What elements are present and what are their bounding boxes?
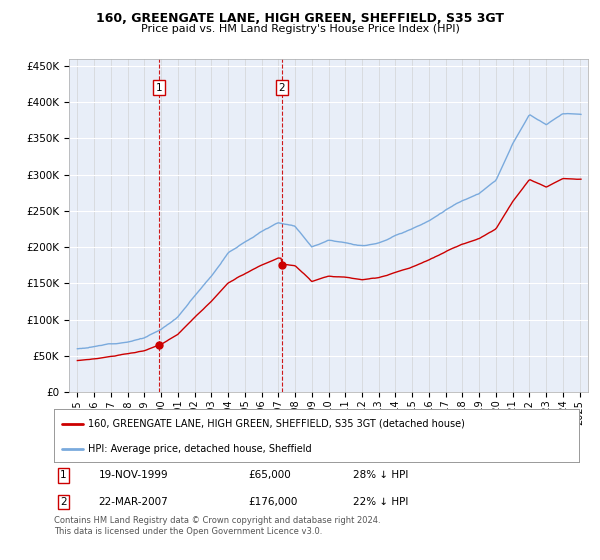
- Text: 22-MAR-2007: 22-MAR-2007: [98, 497, 169, 507]
- Text: Contains HM Land Registry data © Crown copyright and database right 2024.
This d: Contains HM Land Registry data © Crown c…: [54, 516, 380, 536]
- Point: [154, 340, 164, 349]
- Text: 19-NOV-1999: 19-NOV-1999: [98, 470, 168, 480]
- Text: 160, GREENGATE LANE, HIGH GREEN, SHEFFIELD, S35 3GT: 160, GREENGATE LANE, HIGH GREEN, SHEFFIE…: [96, 12, 504, 25]
- Text: 160, GREENGATE LANE, HIGH GREEN, SHEFFIELD, S35 3GT (detached house): 160, GREENGATE LANE, HIGH GREEN, SHEFFIE…: [88, 419, 465, 429]
- Text: Price paid vs. HM Land Registry's House Price Index (HPI): Price paid vs. HM Land Registry's House …: [140, 24, 460, 34]
- Text: 2: 2: [278, 83, 285, 93]
- Text: 1: 1: [60, 470, 67, 480]
- Point: [277, 260, 287, 269]
- Text: 2: 2: [60, 497, 67, 507]
- Text: 1: 1: [156, 83, 163, 93]
- Text: 22% ↓ HPI: 22% ↓ HPI: [353, 497, 409, 507]
- Text: £176,000: £176,000: [248, 497, 298, 507]
- Text: HPI: Average price, detached house, Sheffield: HPI: Average price, detached house, Shef…: [88, 444, 312, 454]
- Text: 28% ↓ HPI: 28% ↓ HPI: [353, 470, 409, 480]
- Text: £65,000: £65,000: [248, 470, 291, 480]
